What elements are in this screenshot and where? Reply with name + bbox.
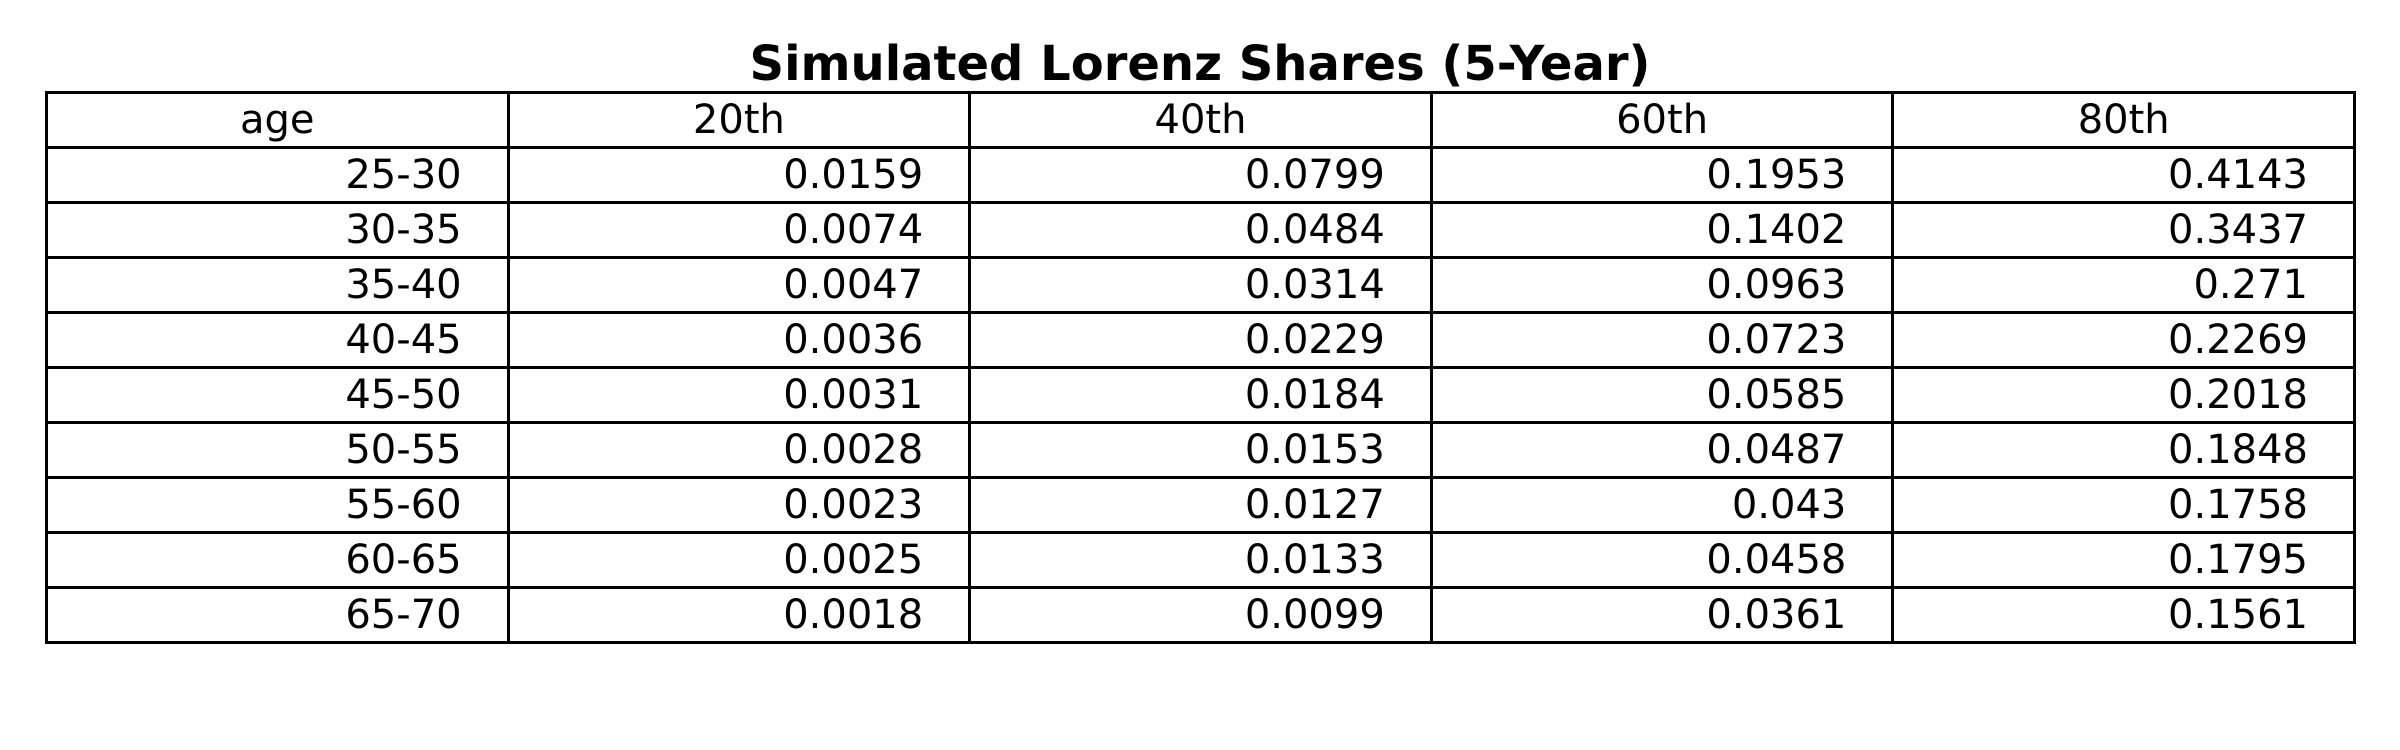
table-row: 30-35 0.0074 0.0484 0.1402 0.3437: [45, 201, 2356, 259]
header-row: age 20th 40th 60th 80th: [45, 91, 2356, 149]
table-header: age 20th 40th 60th 80th: [45, 91, 2356, 149]
table-cell: 0.0314: [968, 256, 1433, 314]
table-row: 35-40 0.0047 0.0314 0.0963 0.271: [45, 256, 2356, 314]
table-cell: 0.1953: [1429, 146, 1895, 204]
table-cell: 0.0159: [506, 146, 972, 204]
table-row: 40-45 0.0036 0.0229 0.0723 0.2269: [45, 311, 2356, 369]
table-cell: 0.3437: [1891, 201, 2356, 259]
table-cell: 0.271: [1891, 256, 2356, 314]
column-header: age: [45, 91, 510, 149]
column-header: 40th: [968, 91, 1433, 149]
table-cell: 35-40: [45, 256, 510, 314]
table-cell: 0.0153: [968, 421, 1433, 479]
table-cell: 0.0229: [968, 311, 1433, 369]
table-cell: 0.0018: [506, 586, 972, 644]
table-cell: 0.0074: [506, 201, 972, 259]
table-cell: 0.043: [1429, 476, 1895, 534]
table-cell: 0.0184: [968, 366, 1433, 424]
table-cell: 0.0723: [1429, 311, 1895, 369]
table-row: 25-30 0.0159 0.0799 0.1953 0.4143: [45, 146, 2356, 204]
table-cell: 45-50: [45, 366, 510, 424]
column-header: 20th: [506, 91, 972, 149]
table-row: 65-70 0.0018 0.0099 0.0361 0.1561: [45, 586, 2356, 644]
column-header: 80th: [1891, 91, 2356, 149]
table-row: 45-50 0.0031 0.0184 0.0585 0.2018: [45, 366, 2356, 424]
table-row: 60-65 0.0025 0.0133 0.0458 0.1795: [45, 531, 2356, 589]
table-row: 50-55 0.0028 0.0153 0.0487 0.1848: [45, 421, 2356, 479]
table-cell: 0.0025: [506, 531, 972, 589]
table-cell: 50-55: [45, 421, 510, 479]
table-cell: 0.0028: [506, 421, 972, 479]
chart-title: Simulated Lorenz Shares (5-Year): [749, 36, 1651, 92]
table-cell: 65-70: [45, 586, 510, 644]
table-cell: 0.2269: [1891, 311, 2356, 369]
table-cell: 0.0458: [1429, 531, 1895, 589]
data-table: age 20th 40th 60th 80th 25-30 0.0159 0.0…: [45, 91, 2356, 644]
table-cell: 0.0023: [506, 476, 972, 534]
table-cell: 0.2018: [1891, 366, 2356, 424]
column-header: 60th: [1429, 91, 1895, 149]
table-cell: 0.0127: [968, 476, 1433, 534]
table-cell: 0.1402: [1429, 201, 1895, 259]
table-cell: 0.0099: [968, 586, 1433, 644]
table-cell: 40-45: [45, 311, 510, 369]
table-cell: 30-35: [45, 201, 510, 259]
table-cell: 0.0031: [506, 366, 972, 424]
table-cell: 0.0361: [1429, 586, 1895, 644]
table-cell: 0.1561: [1891, 586, 2356, 644]
table-cell: 0.0487: [1429, 421, 1895, 479]
table-cell: 25-30: [45, 146, 510, 204]
table-cell: 0.0585: [1429, 366, 1895, 424]
table-cell: 0.4143: [1891, 146, 2356, 204]
table-cell: 0.0963: [1429, 256, 1895, 314]
table-cell: 0.1848: [1891, 421, 2356, 479]
table-cell: 0.0047: [506, 256, 972, 314]
table-cell: 0.1795: [1891, 531, 2356, 589]
table-body: 25-30 0.0159 0.0799 0.1953 0.4143 30-35 …: [45, 146, 2356, 644]
table-cell: 60-65: [45, 531, 510, 589]
table-cell: 0.0799: [968, 146, 1433, 204]
table-cell: 0.0484: [968, 201, 1433, 259]
table-cell: 55-60: [45, 476, 510, 534]
table-row: 55-60 0.0023 0.0127 0.043 0.1758: [45, 476, 2356, 534]
table-cell: 0.1758: [1891, 476, 2356, 534]
table-cell: 0.0133: [968, 531, 1433, 589]
table-cell: 0.0036: [506, 311, 972, 369]
